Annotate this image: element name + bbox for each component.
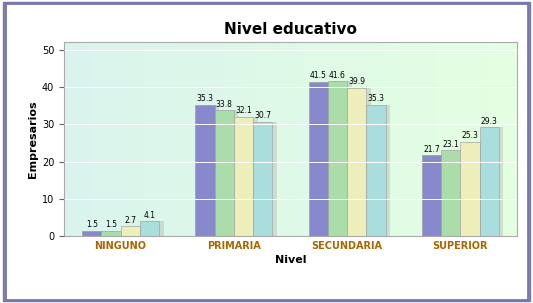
Bar xyxy=(106,231,125,236)
Y-axis label: Empresarios: Empresarios xyxy=(28,101,38,178)
Bar xyxy=(446,150,465,236)
Bar xyxy=(465,142,484,236)
Bar xyxy=(200,105,219,236)
Legend: 2001, 2002, 2003, 2004: 2001, 2002, 2003, 2004 xyxy=(185,300,395,303)
Text: 32.1: 32.1 xyxy=(235,106,252,115)
Bar xyxy=(219,110,238,236)
Bar xyxy=(101,231,120,236)
Text: 33.8: 33.8 xyxy=(216,100,233,109)
Bar xyxy=(87,231,106,236)
Text: 23.1: 23.1 xyxy=(442,140,459,149)
Bar xyxy=(215,110,234,236)
Text: 2.7: 2.7 xyxy=(124,216,136,225)
Bar xyxy=(313,82,333,236)
Bar xyxy=(328,81,347,236)
Bar xyxy=(352,88,371,236)
Text: 25.3: 25.3 xyxy=(462,132,479,141)
Bar xyxy=(238,117,257,236)
Text: 21.7: 21.7 xyxy=(423,145,440,154)
Text: 41.6: 41.6 xyxy=(329,71,346,80)
Bar xyxy=(441,150,461,236)
Bar xyxy=(253,122,272,236)
Bar xyxy=(125,226,144,236)
Bar xyxy=(461,142,480,236)
Bar xyxy=(484,127,503,236)
Bar xyxy=(366,105,386,236)
Bar xyxy=(422,155,441,236)
Text: 35.3: 35.3 xyxy=(197,94,214,103)
Bar xyxy=(234,117,253,236)
Bar xyxy=(144,221,164,236)
Text: 39.9: 39.9 xyxy=(348,77,365,86)
Bar xyxy=(257,122,277,236)
Bar xyxy=(140,221,159,236)
Bar xyxy=(309,82,328,236)
Text: 35.3: 35.3 xyxy=(367,94,384,103)
Title: Nivel educativo: Nivel educativo xyxy=(224,22,357,37)
Bar xyxy=(120,226,140,236)
Bar xyxy=(333,81,352,236)
Bar xyxy=(347,88,366,236)
Text: 29.3: 29.3 xyxy=(481,117,498,125)
Text: 1.5: 1.5 xyxy=(86,220,98,229)
Text: 1.5: 1.5 xyxy=(105,220,117,229)
Bar xyxy=(371,105,390,236)
Text: 30.7: 30.7 xyxy=(254,112,271,120)
Text: 4.1: 4.1 xyxy=(143,211,156,220)
Bar xyxy=(426,155,446,236)
X-axis label: Nivel: Nivel xyxy=(274,255,306,265)
Bar xyxy=(195,105,215,236)
Text: 41.5: 41.5 xyxy=(310,71,327,80)
Bar xyxy=(480,127,499,236)
Bar xyxy=(82,231,101,236)
